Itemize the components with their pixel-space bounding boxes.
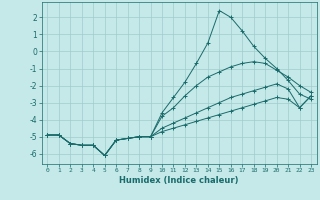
X-axis label: Humidex (Indice chaleur): Humidex (Indice chaleur)	[119, 176, 239, 185]
